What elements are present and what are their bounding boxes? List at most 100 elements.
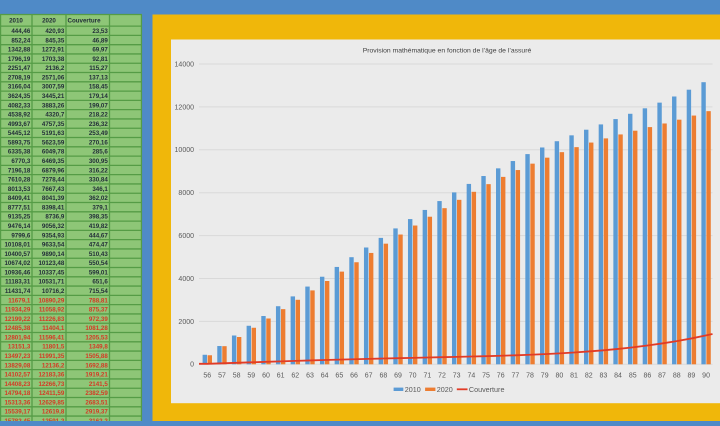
svg-text:1272,91: 1272,91: [42, 47, 65, 54]
svg-text:78: 78: [526, 373, 534, 380]
svg-text:179,14: 179,14: [89, 93, 108, 100]
svg-text:9056,32: 9056,32: [42, 223, 65, 230]
svg-text:Couverture: Couverture: [68, 18, 102, 25]
svg-text:9633,54: 9633,54: [42, 242, 65, 249]
svg-text:1703,38: 1703,38: [42, 56, 65, 63]
svg-text:62: 62: [291, 373, 299, 380]
svg-text:6000: 6000: [178, 233, 194, 240]
svg-text:82: 82: [585, 373, 593, 380]
svg-text:300,95: 300,95: [89, 158, 108, 165]
svg-text:3883,26: 3883,26: [42, 102, 65, 109]
svg-text:12136,2: 12136,2: [42, 362, 65, 369]
svg-text:6770,3: 6770,3: [11, 158, 30, 165]
svg-text:4538,92: 4538,92: [8, 112, 31, 119]
svg-text:510,43: 510,43: [89, 251, 108, 258]
svg-text:9890,14: 9890,14: [42, 251, 65, 258]
svg-text:972,39: 972,39: [89, 316, 108, 323]
svg-text:11934,29: 11934,29: [5, 307, 31, 314]
svg-text:1796,19: 1796,19: [8, 56, 31, 63]
svg-text:68: 68: [379, 373, 387, 380]
svg-text:2382,59: 2382,59: [85, 390, 108, 397]
svg-text:474,47: 474,47: [89, 242, 108, 249]
svg-text:444,67: 444,67: [89, 232, 108, 239]
svg-text:253,49: 253,49: [89, 130, 108, 137]
svg-text:12801,94: 12801,94: [4, 334, 30, 341]
svg-text:6335,38: 6335,38: [8, 149, 31, 156]
svg-text:12199,22: 12199,22: [4, 316, 30, 323]
svg-text:7278,44: 7278,44: [42, 177, 65, 184]
svg-text:12485,38: 12485,38: [4, 325, 30, 332]
svg-text:5191,63: 5191,63: [42, 130, 65, 137]
svg-text:14000: 14000: [175, 61, 195, 68]
svg-text:59: 59: [247, 373, 255, 380]
svg-text:8013,53: 8013,53: [8, 186, 31, 193]
svg-text:379,1: 379,1: [92, 204, 108, 211]
svg-text:2020: 2020: [437, 385, 453, 394]
svg-text:4757,35: 4757,35: [42, 121, 65, 128]
svg-text:270,16: 270,16: [89, 139, 108, 146]
svg-text:158,45: 158,45: [89, 84, 108, 91]
svg-text:12411,59: 12411,59: [39, 390, 65, 397]
svg-text:3624,35: 3624,35: [8, 93, 31, 100]
svg-text:2683,51: 2683,51: [85, 399, 108, 406]
svg-text:788,81: 788,81: [89, 297, 108, 304]
svg-text:61: 61: [277, 373, 285, 380]
svg-text:11226,83: 11226,83: [39, 316, 65, 323]
svg-text:115,27: 115,27: [89, 65, 108, 72]
svg-text:3007,59: 3007,59: [42, 84, 65, 91]
svg-text:13497,23: 13497,23: [4, 353, 30, 360]
svg-text:2010: 2010: [9, 18, 23, 25]
svg-text:7610,28: 7610,28: [8, 177, 31, 184]
svg-text:69: 69: [394, 373, 402, 380]
svg-text:1081,28: 1081,28: [85, 325, 108, 332]
svg-text:73: 73: [453, 373, 461, 380]
svg-text:8777,51: 8777,51: [8, 204, 31, 211]
svg-text:285,6: 285,6: [92, 149, 108, 156]
svg-text:715,54: 715,54: [89, 288, 108, 295]
svg-text:14794,18: 14794,18: [4, 390, 30, 397]
svg-text:64: 64: [321, 373, 329, 380]
svg-text:4993,67: 4993,67: [8, 121, 31, 128]
svg-text:11679,1: 11679,1: [8, 297, 31, 304]
svg-text:362,02: 362,02: [89, 195, 108, 202]
svg-text:9799,6: 9799,6: [11, 232, 30, 239]
svg-text:2020: 2020: [42, 18, 56, 25]
svg-text:1349,8: 1349,8: [89, 344, 108, 351]
svg-text:12619,8: 12619,8: [42, 409, 65, 416]
svg-text:8736,9: 8736,9: [45, 214, 64, 221]
svg-text:12266,73: 12266,73: [38, 381, 64, 388]
svg-text:12000: 12000: [175, 104, 195, 111]
svg-text:70: 70: [409, 373, 417, 380]
svg-text:79: 79: [541, 373, 549, 380]
svg-text:1505,88: 1505,88: [85, 353, 108, 360]
svg-text:4320,7: 4320,7: [45, 112, 64, 119]
svg-text:77: 77: [511, 373, 519, 380]
svg-text:137,13: 137,13: [89, 74, 108, 81]
svg-text:86: 86: [644, 373, 652, 380]
svg-text:599,01: 599,01: [89, 269, 108, 276]
svg-text:57: 57: [218, 373, 226, 380]
svg-text:651,6: 651,6: [92, 279, 108, 286]
svg-text:87: 87: [658, 373, 666, 380]
svg-text:2571,06: 2571,06: [42, 74, 65, 81]
svg-text:5445,12: 5445,12: [8, 130, 31, 137]
svg-text:80: 80: [555, 373, 563, 380]
svg-text:845,35: 845,35: [45, 37, 64, 44]
svg-text:420,93: 420,93: [45, 28, 64, 35]
svg-text:330,84: 330,84: [89, 177, 108, 184]
svg-text:10936,46: 10936,46: [4, 269, 30, 276]
svg-text:90: 90: [702, 373, 710, 380]
svg-text:346,1: 346,1: [92, 186, 108, 193]
svg-text:56: 56: [203, 373, 211, 380]
svg-text:1692,88: 1692,88: [85, 362, 108, 369]
svg-text:11596,41: 11596,41: [39, 334, 65, 341]
svg-text:8000: 8000: [178, 190, 194, 197]
svg-text:11183,31: 11183,31: [5, 279, 31, 286]
svg-text:10400,57: 10400,57: [4, 251, 30, 258]
svg-text:852,24: 852,24: [11, 37, 30, 44]
svg-text:10890,29: 10890,29: [38, 297, 64, 304]
svg-text:9135,25: 9135,25: [8, 214, 31, 221]
svg-text:4082,33: 4082,33: [8, 102, 31, 109]
svg-text:9354,93: 9354,93: [42, 232, 65, 239]
svg-text:9476,14: 9476,14: [8, 223, 31, 230]
